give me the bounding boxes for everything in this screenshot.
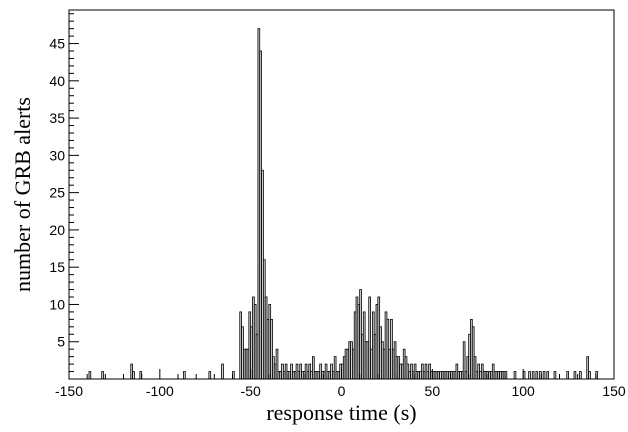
y-tick-label: 5 bbox=[57, 334, 65, 350]
histogram-bar bbox=[553, 371, 557, 380]
histogram-bar bbox=[88, 371, 92, 380]
histogram-bar bbox=[573, 371, 577, 380]
histogram-bar bbox=[546, 371, 550, 380]
x-tick-label: 0 bbox=[338, 383, 346, 399]
histogram-bar bbox=[535, 371, 539, 380]
histogram-bar bbox=[101, 371, 104, 380]
histogram-bar bbox=[566, 371, 569, 380]
histogram-bar bbox=[542, 371, 546, 380]
x-axis-title: response time (s) bbox=[266, 400, 416, 425]
histogram-bar bbox=[513, 371, 517, 380]
y-tick-label: 30 bbox=[49, 147, 65, 163]
x-tick-label: 100 bbox=[511, 383, 535, 399]
y-axis-title: number of GRB alerts bbox=[10, 97, 35, 292]
histogram-bars bbox=[88, 28, 599, 380]
x-tick-label: -100 bbox=[146, 383, 174, 399]
histogram-bar bbox=[208, 371, 212, 380]
histogram-bar bbox=[132, 371, 135, 380]
y-tick-labels: 5 10 15 20 25 30 35 40 45 bbox=[49, 36, 65, 350]
y-tick-label: 20 bbox=[49, 222, 65, 238]
y-tick-label: 45 bbox=[49, 36, 65, 52]
histogram-bar bbox=[183, 371, 186, 380]
y-tick-label: 40 bbox=[49, 73, 65, 89]
x-tick-label: -50 bbox=[241, 383, 261, 399]
y-tick-label: 35 bbox=[49, 110, 65, 126]
x-tick-labels: -150 -100 -50 0 50 100 150 bbox=[55, 383, 626, 399]
x-tick-label: 150 bbox=[602, 383, 626, 399]
x-tick-label: -150 bbox=[55, 383, 83, 399]
y-tick-label: 10 bbox=[49, 296, 65, 312]
x-tick-label: 50 bbox=[425, 383, 441, 399]
axis-ticks bbox=[68, 13, 615, 379]
histogram-bar bbox=[588, 371, 591, 380]
y-tick-label: 15 bbox=[49, 259, 65, 275]
plot-frame bbox=[68, 9, 615, 380]
histogram-bar bbox=[579, 371, 582, 380]
y-tick-label: 25 bbox=[49, 185, 65, 201]
histogram-bar bbox=[221, 363, 224, 380]
histogram-bar bbox=[528, 371, 531, 380]
histogram-bar bbox=[531, 371, 535, 380]
